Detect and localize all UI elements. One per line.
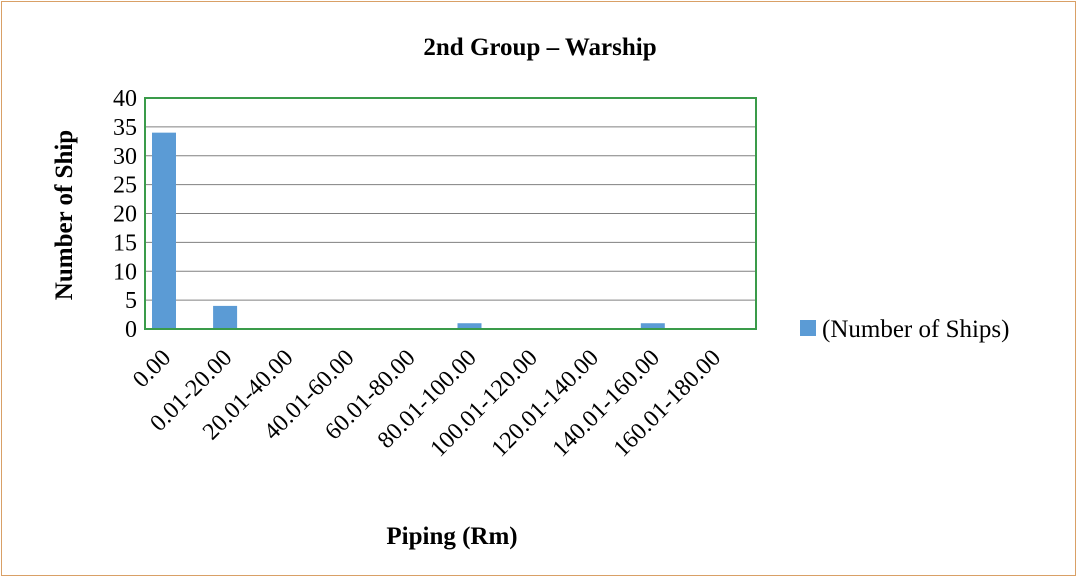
- y-tick-label: 30: [113, 144, 137, 170]
- x-axis-title: Piping (Rm): [386, 523, 517, 550]
- legend-label: (Number of Ships): [822, 316, 1009, 343]
- y-tick-label: 0: [125, 317, 137, 343]
- x-tick-label: 140.01-160.00: [548, 345, 665, 462]
- y-tick-label: 10: [113, 259, 137, 285]
- x-tick-label: 0.00: [128, 345, 176, 393]
- y-tick-label: 25: [113, 173, 137, 199]
- y-tick-label: 40: [113, 86, 137, 112]
- y-tick-label: 20: [113, 202, 137, 228]
- legend-swatch: [800, 320, 816, 336]
- y-tick-label: 35: [113, 115, 137, 141]
- plot-area-border: [144, 97, 757, 330]
- y-axis-title: Number of Ship: [51, 130, 78, 300]
- x-tick-label: 120.01-140.00: [487, 345, 604, 462]
- bar: [213, 305, 238, 329]
- x-tick-label: 160.01-180.00: [609, 345, 726, 462]
- x-tick-label: 100.01-120.00: [425, 345, 542, 462]
- bar: [640, 323, 665, 329]
- gridlines: [145, 126, 756, 301]
- x-tick-labels: 0.000.01-20.0020.01-40.0040.01-60.0060.0…: [128, 345, 726, 462]
- y-tick-label: 15: [113, 230, 137, 256]
- bar: [457, 323, 482, 329]
- legend: (Number of Ships): [800, 316, 1009, 343]
- bar: [152, 132, 176, 329]
- y-tick-label: 5: [125, 288, 137, 314]
- chart-title: 2nd Group – Warship: [423, 34, 656, 61]
- bars: [152, 132, 665, 329]
